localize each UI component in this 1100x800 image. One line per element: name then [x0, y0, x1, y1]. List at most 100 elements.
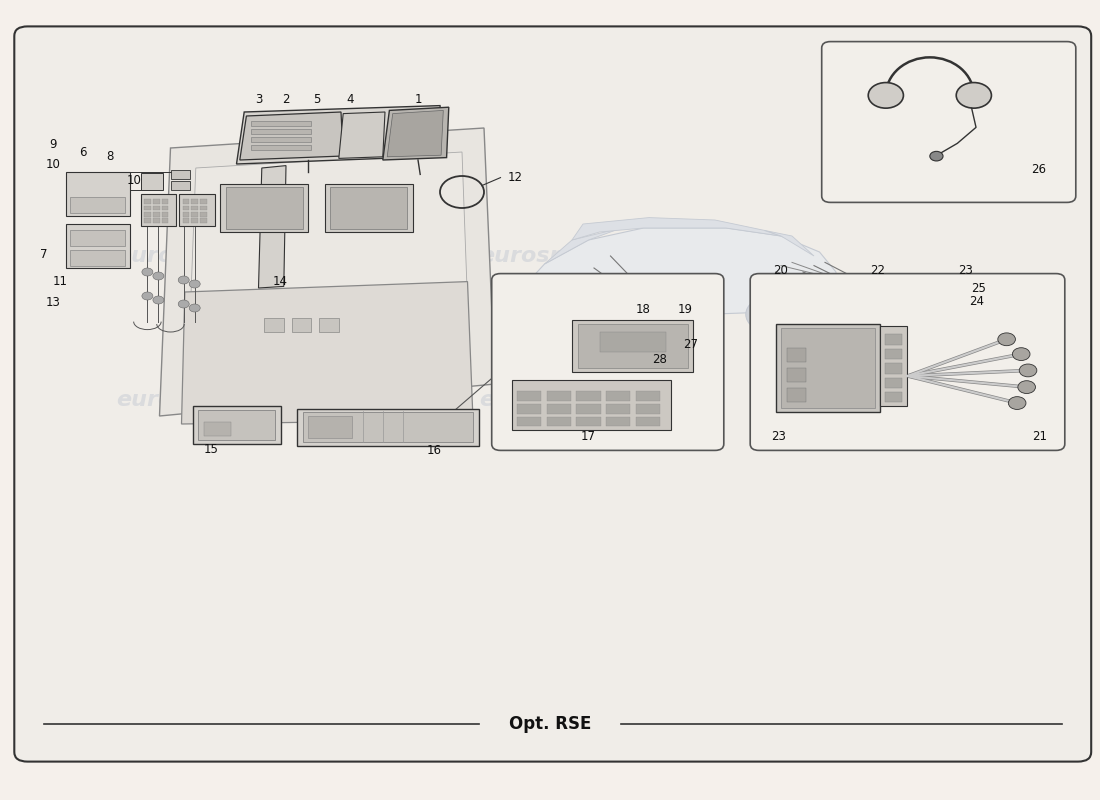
- Text: 22: 22: [870, 264, 886, 277]
- Text: eurospares: eurospares: [480, 246, 620, 266]
- Bar: [153, 218, 159, 223]
- Text: 23: 23: [771, 430, 786, 442]
- Bar: [183, 212, 189, 217]
- Text: 20: 20: [773, 264, 789, 277]
- Text: 17: 17: [581, 430, 596, 442]
- Bar: [204, 422, 231, 436]
- Circle shape: [1012, 348, 1030, 361]
- Bar: [191, 212, 198, 217]
- Bar: [547, 417, 571, 426]
- Bar: [781, 328, 875, 408]
- Bar: [141, 194, 176, 226]
- Circle shape: [998, 333, 1015, 346]
- Bar: [517, 417, 541, 426]
- Bar: [308, 416, 352, 438]
- Bar: [251, 121, 311, 126]
- FancyBboxPatch shape: [822, 42, 1076, 202]
- Bar: [786, 348, 806, 362]
- Text: 9: 9: [50, 138, 56, 150]
- Bar: [70, 197, 125, 213]
- Bar: [183, 199, 189, 204]
- Bar: [292, 318, 311, 332]
- Polygon shape: [182, 282, 473, 424]
- Text: 5: 5: [314, 93, 320, 106]
- Text: 11: 11: [53, 275, 68, 288]
- Polygon shape: [649, 290, 682, 336]
- Bar: [886, 363, 902, 374]
- Circle shape: [1018, 381, 1035, 394]
- FancyBboxPatch shape: [750, 274, 1065, 450]
- Bar: [576, 404, 601, 414]
- Bar: [886, 392, 902, 402]
- Bar: [517, 391, 541, 401]
- Polygon shape: [387, 110, 443, 157]
- Bar: [913, 294, 984, 328]
- Bar: [576, 391, 601, 401]
- Circle shape: [930, 151, 943, 161]
- Circle shape: [756, 304, 784, 325]
- Polygon shape: [544, 228, 622, 264]
- Circle shape: [178, 276, 189, 284]
- Bar: [144, 206, 151, 210]
- Text: 10: 10: [45, 158, 60, 170]
- Bar: [880, 326, 907, 406]
- Bar: [576, 417, 601, 426]
- Bar: [162, 212, 168, 217]
- Circle shape: [956, 82, 991, 108]
- Bar: [578, 324, 688, 368]
- Polygon shape: [572, 218, 781, 240]
- Polygon shape: [339, 112, 385, 158]
- Bar: [170, 170, 190, 179]
- Text: eurospares: eurospares: [117, 390, 257, 410]
- Circle shape: [189, 304, 200, 312]
- Circle shape: [547, 304, 575, 325]
- Text: 4: 4: [346, 93, 353, 106]
- Circle shape: [1020, 364, 1037, 377]
- Bar: [886, 334, 902, 345]
- Bar: [330, 187, 407, 229]
- Circle shape: [746, 297, 794, 332]
- Circle shape: [142, 292, 153, 300]
- Bar: [297, 409, 478, 446]
- Bar: [70, 230, 125, 246]
- Bar: [319, 318, 339, 332]
- Bar: [918, 298, 949, 325]
- Bar: [636, 391, 660, 401]
- Bar: [144, 212, 151, 217]
- Polygon shape: [500, 228, 836, 314]
- Text: Opt. RSE: Opt. RSE: [509, 715, 591, 733]
- Polygon shape: [236, 106, 446, 164]
- Bar: [200, 218, 207, 223]
- Bar: [66, 224, 130, 268]
- Bar: [776, 324, 880, 412]
- FancyBboxPatch shape: [14, 26, 1091, 762]
- Polygon shape: [187, 152, 471, 400]
- Text: 14: 14: [273, 275, 288, 288]
- Circle shape: [189, 280, 200, 288]
- Text: 12: 12: [507, 171, 522, 184]
- Bar: [786, 368, 806, 382]
- Bar: [636, 404, 660, 414]
- Bar: [251, 129, 311, 134]
- Text: 23: 23: [958, 264, 974, 277]
- Text: 24: 24: [969, 295, 984, 308]
- Bar: [953, 310, 977, 325]
- FancyBboxPatch shape: [492, 274, 724, 450]
- Bar: [886, 378, 902, 388]
- Bar: [183, 218, 189, 223]
- Bar: [517, 404, 541, 414]
- Bar: [786, 388, 806, 402]
- Circle shape: [142, 268, 153, 276]
- Text: 16: 16: [427, 444, 442, 457]
- Polygon shape: [240, 112, 343, 160]
- Circle shape: [537, 297, 585, 332]
- Bar: [144, 218, 151, 223]
- Text: 15: 15: [204, 443, 219, 456]
- Bar: [191, 199, 198, 204]
- Text: 26: 26: [1031, 163, 1046, 176]
- Bar: [162, 218, 168, 223]
- Text: eurospares: eurospares: [117, 246, 257, 266]
- Text: 3: 3: [255, 93, 262, 106]
- Bar: [153, 199, 159, 204]
- Circle shape: [868, 82, 903, 108]
